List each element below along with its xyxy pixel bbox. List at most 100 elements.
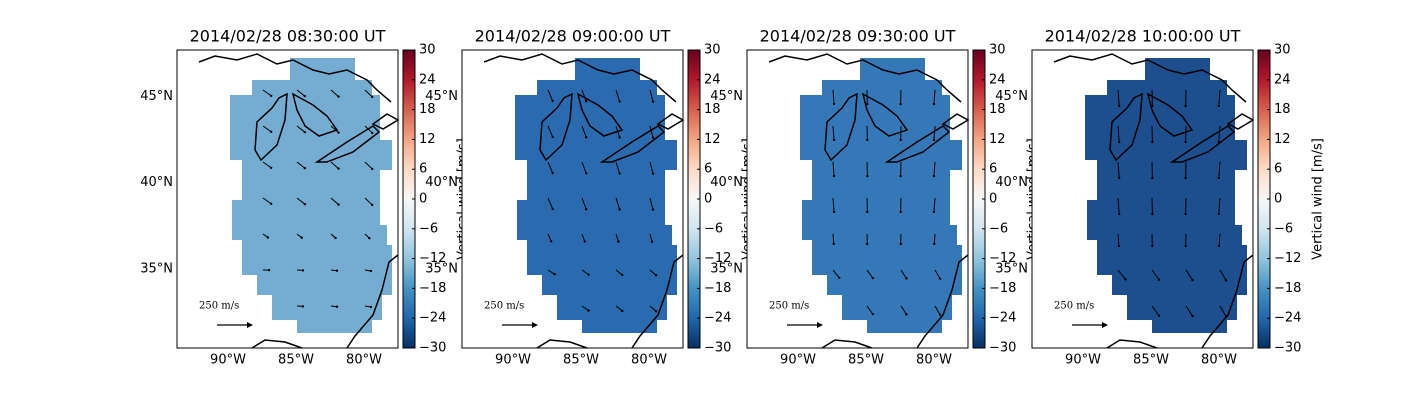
wind-arrow: [615, 89, 621, 102]
map-frame: [746, 49, 969, 349]
arrow-head: [1117, 140, 1121, 144]
colorbar-tick-label: −24: [419, 311, 446, 326]
coastline: [198, 53, 392, 103]
arrow-head: [1117, 104, 1121, 108]
scale-label: 250 m/s: [1054, 301, 1094, 312]
wind-field: [515, 58, 677, 333]
wind-arrow: [934, 269, 941, 279]
arrow-head: [654, 310, 658, 313]
lon-tick-label: 80°W: [916, 353, 952, 368]
colorbar-tick-label: −18: [989, 281, 1016, 296]
panel-title: 2014/02/28 09:30:00 UT: [760, 27, 956, 46]
wind-arrow: [364, 161, 373, 170]
wind-arrow: [934, 305, 941, 315]
arrow-head: [267, 268, 271, 272]
arrow-head: [932, 174, 936, 178]
colorbar-tick-label: 6: [1274, 162, 1282, 177]
arrow-head: [1117, 176, 1121, 180]
coastline: [576, 92, 624, 137]
colorbar-tick-label: 24: [419, 72, 436, 87]
arrow-head: [1151, 244, 1154, 248]
wind-arrow: [649, 161, 654, 174]
colorbar-tick-label: 30: [704, 43, 721, 58]
arrow-head: [269, 94, 273, 97]
arrow-head: [553, 273, 556, 276]
lat-tick-label: 45°N: [995, 89, 1028, 104]
arrow-head: [337, 131, 340, 134]
coastline: [1146, 92, 1194, 137]
arrow-head: [584, 208, 588, 211]
wind-arrow: [1218, 125, 1221, 142]
colorbar-tick-label: 6: [419, 162, 427, 177]
wind-arrow: [832, 233, 835, 245]
arrow-head: [335, 269, 339, 272]
wind-field: [230, 58, 392, 333]
lon-tick-label: 85°W: [848, 353, 884, 368]
arrow-head: [905, 277, 908, 280]
arrow-head: [1157, 278, 1161, 281]
wind-arrow: [933, 233, 936, 245]
arrow-head: [587, 309, 590, 312]
coastline: [1053, 53, 1247, 103]
arrow-head: [337, 167, 340, 170]
wind-arrow: [832, 125, 835, 140]
arrow-head: [650, 240, 654, 243]
arrow-head: [303, 166, 307, 170]
wind-arrow: [615, 305, 623, 312]
colorbar-tick-label: 18: [989, 102, 1006, 117]
wind-arrow: [1117, 269, 1126, 280]
lon-tick-label: 90°W: [210, 353, 246, 368]
wind-arrow: [547, 197, 554, 210]
arrow-head: [651, 208, 655, 211]
wind-arrow: [1185, 269, 1193, 281]
wind-arrow: [649, 269, 657, 276]
coastline: [539, 92, 573, 162]
arrow-head: [1157, 314, 1161, 317]
arrow-head: [303, 202, 307, 206]
arrow-head: [866, 242, 869, 246]
arrow-head: [618, 136, 621, 139]
arrow-head: [1124, 278, 1127, 281]
arrow-head: [1224, 315, 1228, 318]
arrow-head: [337, 203, 340, 206]
wind-arrow: [649, 125, 654, 138]
wind-arrow: [615, 125, 621, 138]
wind-arrow: [1117, 89, 1120, 106]
colorbar-tick-label: −12: [1274, 251, 1301, 266]
coastline: [251, 339, 303, 349]
colorbar-tick-label: 6: [989, 162, 997, 177]
colorbar-tick-label: 0: [989, 192, 997, 207]
colorbar-tick-label: −18: [1274, 281, 1301, 296]
coastline: [916, 254, 969, 349]
arrow-head: [932, 138, 936, 142]
panel-title: 2014/02/28 10:00:00 UT: [1045, 27, 1241, 46]
arrow-head: [1191, 278, 1194, 282]
wind-arrow: [547, 125, 554, 138]
arrow-head: [651, 136, 655, 139]
scale-arrow-head: [247, 322, 253, 328]
wind-arrow: [547, 269, 556, 275]
arrow-head: [1184, 140, 1187, 144]
arrow-head: [899, 210, 902, 214]
colorbar-tick-label: −6: [704, 221, 723, 236]
scale-arrow-head: [1102, 322, 1108, 328]
wind-arrow: [1218, 233, 1221, 247]
arrow-head: [651, 172, 655, 175]
wind-arrow: [581, 161, 587, 174]
colorbar-tick-label: −30: [419, 341, 446, 356]
arrow-head: [938, 277, 942, 280]
colorbar-tick-label: 30: [1274, 43, 1291, 58]
coastline: [346, 254, 399, 349]
arrow-head: [551, 135, 554, 139]
colorbar-tick-label: 18: [1274, 102, 1291, 117]
scale-arrow-head: [532, 322, 538, 328]
arrow-head: [905, 313, 908, 316]
arrow-head: [866, 102, 869, 106]
colorbar-tick-label: 0: [419, 192, 427, 207]
colorbar-tick-label: 12: [419, 132, 436, 147]
panel-title: 2014/02/28 08:30:00 UT: [190, 27, 386, 46]
arrow-head: [832, 242, 835, 246]
wind-arrow: [615, 161, 621, 174]
arrow-head: [621, 273, 624, 277]
colorbar-tick-label: −24: [989, 311, 1016, 326]
